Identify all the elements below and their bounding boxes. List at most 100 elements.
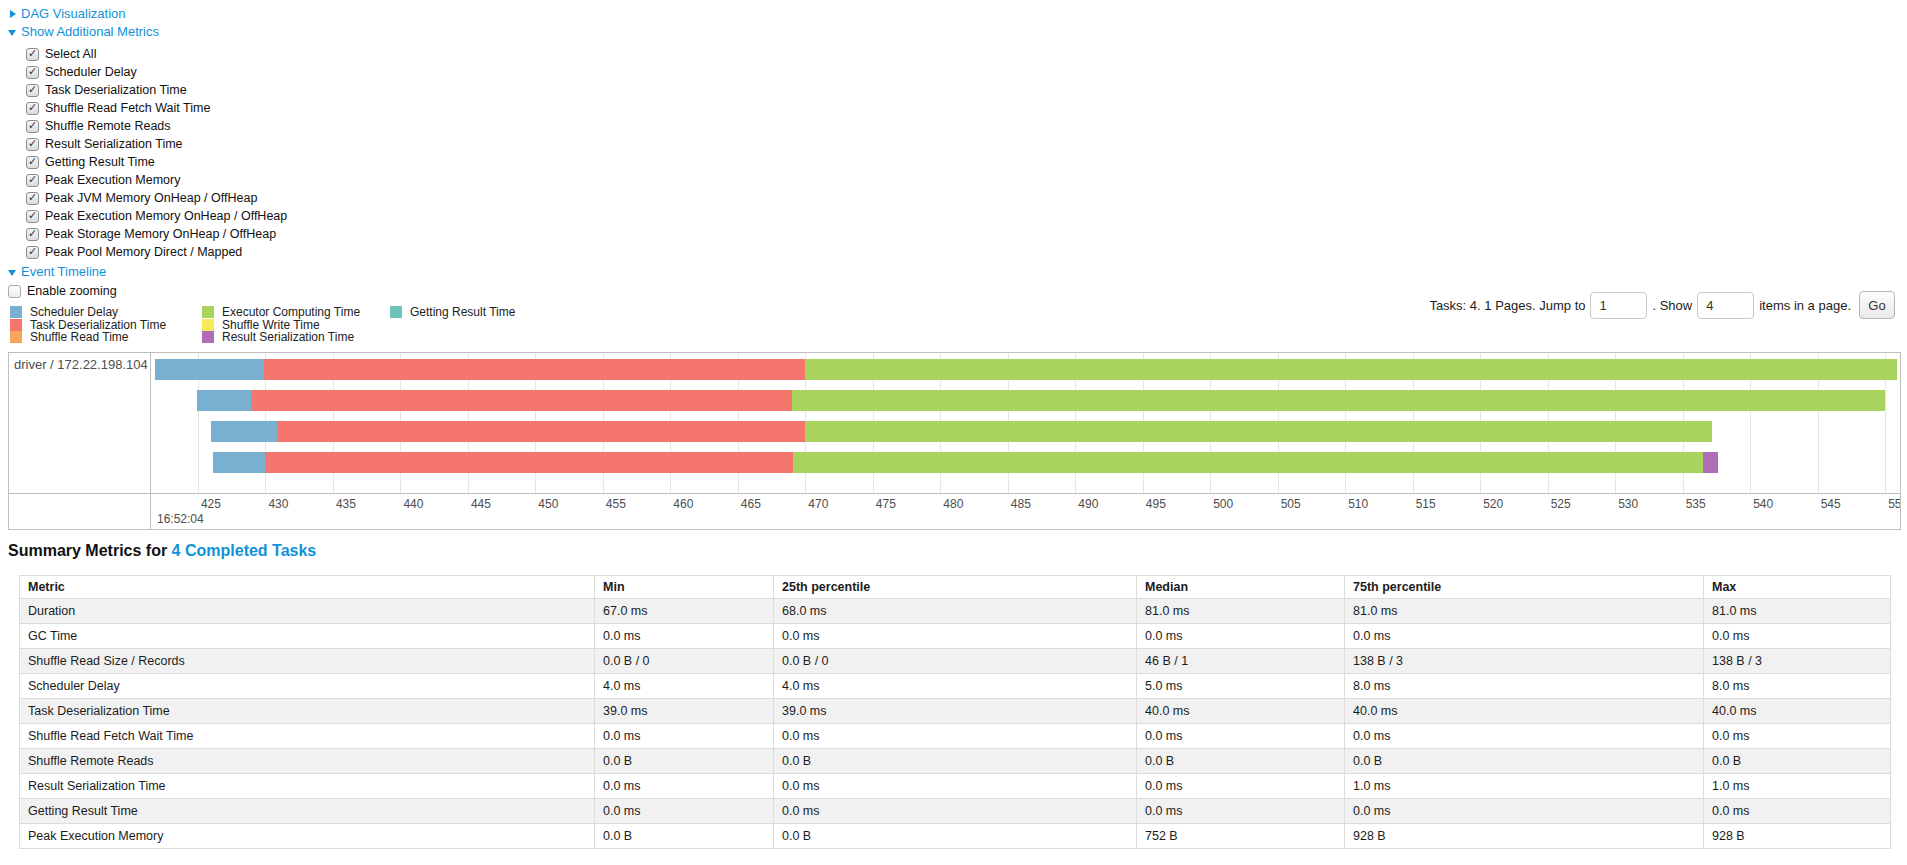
timeline-plot-area (152, 353, 1900, 493)
task-segment-scheduler-delay[interactable] (197, 390, 251, 411)
checkbox-checked-icon[interactable] (26, 120, 39, 133)
legend-swatch-icon (10, 331, 22, 343)
table-cell: 81.0 ms (1345, 599, 1704, 624)
task-segment-task-deserialization[interactable] (277, 421, 805, 442)
table-cell: 0.0 ms (1137, 624, 1345, 649)
table-cell: 0.0 ms (595, 724, 774, 749)
table-cell: 0.0 B (1137, 749, 1345, 774)
legend-column: Scheduler DelayTask Deserialization Time… (10, 306, 202, 344)
show-additional-metrics-link[interactable]: Show Additional Metrics (21, 23, 159, 41)
show-additional-metrics-toggle[interactable]: Show Additional Metrics (8, 23, 287, 41)
checkbox-checked-icon[interactable] (26, 246, 39, 259)
axis-tick-label: 495 (1146, 497, 1166, 511)
jump-to-page-input[interactable] (1590, 292, 1647, 319)
axis-tick-label: 525 (1551, 497, 1571, 511)
table-cell: 0.0 ms (1345, 799, 1704, 824)
table-cell: 0.0 ms (1345, 624, 1704, 649)
task-bar[interactable] (155, 359, 1898, 380)
tasks-count-text: Tasks: 4. 1 Pages. Jump to (1429, 298, 1585, 313)
dag-visualization-link[interactable]: DAG Visualization (21, 5, 126, 23)
checkbox-checked-icon[interactable] (26, 156, 39, 169)
table-cell: 0.0 ms (1137, 774, 1345, 799)
metric-checkbox-result-serialization-time[interactable]: Result Serialization Time (26, 135, 287, 153)
metric-checkbox-shuffle-read-fetch-wait-time[interactable]: Shuffle Read Fetch Wait Time (26, 99, 287, 117)
table-header-metric: Metric (20, 576, 595, 599)
checkbox-checked-icon[interactable] (26, 228, 39, 241)
task-segment-executor-computing[interactable] (792, 390, 1885, 411)
metric-checkbox-select-all[interactable]: Select All (26, 45, 287, 63)
metric-checkbox-task-deserialization-time[interactable]: Task Deserialization Time (26, 81, 287, 99)
axis-tick-label: 435 (336, 497, 356, 511)
axis-tick-label: 455 (606, 497, 626, 511)
table-header-max: Max (1704, 576, 1891, 599)
task-bar[interactable] (213, 452, 1718, 473)
event-timeline-toggle[interactable]: Event Timeline (8, 263, 287, 281)
table-cell: 40.0 ms (1704, 699, 1891, 724)
checkbox-checked-icon[interactable] (26, 48, 39, 61)
metric-checkbox-getting-result-time[interactable]: Getting Result Time (26, 153, 287, 171)
items-per-page-input[interactable] (1697, 292, 1754, 319)
checkbox-unchecked-icon[interactable] (8, 285, 21, 298)
table-cell: 0.0 ms (1137, 724, 1345, 749)
task-segment-scheduler-delay[interactable] (213, 452, 266, 473)
table-cell: 0.0 ms (774, 774, 1137, 799)
metric-checkbox-scheduler-delay[interactable]: Scheduler Delay (26, 63, 287, 81)
task-segment-scheduler-delay[interactable] (211, 421, 277, 442)
metric-checkbox-peak-execution-memory[interactable]: Peak Execution Memory (26, 171, 287, 189)
table-cell: 0.0 B / 0 (774, 649, 1137, 674)
table-header-75th-percentile: 75th percentile (1345, 576, 1704, 599)
task-segment-result-serialization[interactable] (1703, 452, 1718, 473)
table-cell: Duration (20, 599, 595, 624)
expanded-arrow-icon (8, 30, 16, 36)
metric-checkbox-label: Task Deserialization Time (45, 83, 187, 97)
axis-tick-label: 535 (1686, 497, 1706, 511)
task-segment-executor-computing[interactable] (793, 452, 1703, 473)
metric-checkbox-peak-pool-memory-direct-mapped[interactable]: Peak Pool Memory Direct / Mapped (26, 243, 287, 261)
task-segment-scheduler-delay[interactable] (155, 359, 264, 380)
table-cell: 67.0 ms (595, 599, 774, 624)
checkbox-checked-icon[interactable] (26, 192, 39, 205)
executor-group-label: driver / 172.22.198.104 (9, 353, 150, 372)
axis-tick-label: 480 (943, 497, 963, 511)
table-cell: 0.0 ms (774, 724, 1137, 749)
event-timeline-link[interactable]: Event Timeline (21, 263, 106, 281)
metric-checkbox-peak-jvm-memory-onheap-offheap[interactable]: Peak JVM Memory OnHeap / OffHeap (26, 189, 287, 207)
table-cell: 4.0 ms (774, 674, 1137, 699)
task-segment-executor-computing[interactable] (805, 359, 1897, 380)
go-button[interactable]: Go (1859, 291, 1895, 319)
metric-checkbox-peak-execution-memory-onheap-offheap[interactable]: Peak Execution Memory OnHeap / OffHeap (26, 207, 287, 225)
table-cell: 39.0 ms (774, 699, 1137, 724)
enable-zooming-checkbox[interactable]: Enable zooming (8, 282, 287, 300)
metric-checkbox-peak-storage-memory-onheap-offheap[interactable]: Peak Storage Memory OnHeap / OffHeap (26, 225, 287, 243)
table-cell: 39.0 ms (595, 699, 774, 724)
legend-swatch-icon (202, 306, 214, 318)
legend-item-shuffle-write-time: Shuffle Write Time (202, 319, 390, 332)
table-cell: Shuffle Remote Reads (20, 749, 595, 774)
timeline-time-axis: 4254304354404454504554604654704754804854… (9, 493, 1900, 529)
task-segment-task-deserialization[interactable] (265, 452, 793, 473)
task-segment-task-deserialization[interactable] (264, 359, 805, 380)
table-row-result-serialization-time: Result Serialization Time0.0 ms0.0 ms0.0… (20, 774, 1891, 799)
table-cell: 0.0 B (1704, 749, 1891, 774)
axis-tick-label: 490 (1078, 497, 1098, 511)
stage-controls-panel: DAG Visualization Show Additional Metric… (8, 5, 287, 300)
task-segment-executor-computing[interactable] (805, 421, 1712, 442)
table-cell: Getting Result Time (20, 799, 595, 824)
metric-checkbox-shuffle-remote-reads[interactable]: Shuffle Remote Reads (26, 117, 287, 135)
completed-tasks-link[interactable]: 4 Completed Tasks (172, 542, 317, 559)
task-segment-task-deserialization[interactable] (251, 390, 792, 411)
checkbox-checked-icon[interactable] (26, 102, 39, 115)
task-bar[interactable] (211, 421, 1712, 442)
checkbox-checked-icon[interactable] (26, 210, 39, 223)
dag-visualization-toggle[interactable]: DAG Visualization (8, 5, 287, 23)
checkbox-checked-icon[interactable] (26, 84, 39, 97)
summary-metrics-title: Summary Metrics for 4 Completed Tasks (8, 542, 316, 560)
axis-tick-label: 475 (876, 497, 896, 511)
task-bar[interactable] (197, 390, 1886, 411)
table-cell: GC Time (20, 624, 595, 649)
checkbox-checked-icon[interactable] (26, 174, 39, 187)
checkbox-checked-icon[interactable] (26, 66, 39, 79)
axis-tick-label: 485 (1011, 497, 1031, 511)
checkbox-checked-icon[interactable] (26, 138, 39, 151)
table-cell: 0.0 B / 0 (595, 649, 774, 674)
